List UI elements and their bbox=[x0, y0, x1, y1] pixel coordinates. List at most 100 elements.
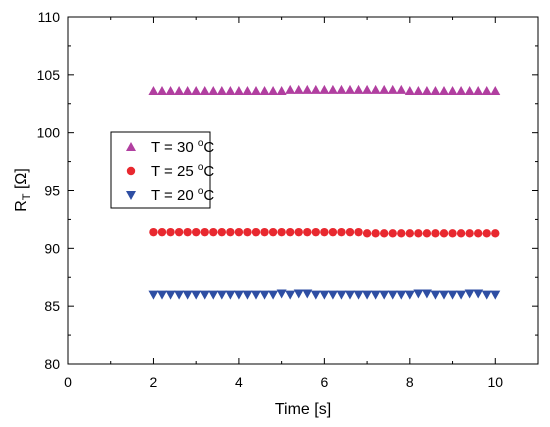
point-series-2 bbox=[285, 290, 296, 300]
point-series-0 bbox=[251, 86, 261, 96]
point-series-1 bbox=[354, 227, 363, 237]
point-series-2 bbox=[404, 290, 415, 300]
point-series-1 bbox=[320, 227, 329, 237]
point-series-2 bbox=[268, 290, 279, 300]
point-series-0 bbox=[345, 84, 355, 94]
x-tick-label: 4 bbox=[235, 374, 243, 390]
point-series-2 bbox=[345, 290, 355, 300]
point-series-2 bbox=[439, 290, 449, 300]
y-tick-label: 100 bbox=[37, 125, 61, 141]
point-series-0 bbox=[490, 86, 501, 96]
point-series-1 bbox=[157, 227, 167, 237]
point-series-2 bbox=[413, 289, 424, 299]
legend-marker-0 bbox=[126, 142, 136, 151]
point-series-1 bbox=[414, 229, 423, 238]
point-series-2 bbox=[336, 290, 347, 300]
point-series-2 bbox=[370, 290, 381, 300]
legend-label-30: T = 30 oC bbox=[151, 138, 214, 156]
point-series-1 bbox=[422, 229, 432, 238]
point-series-0 bbox=[293, 84, 304, 94]
point-series-0 bbox=[242, 86, 253, 96]
point-series-0 bbox=[336, 84, 347, 94]
point-series-2 bbox=[182, 290, 193, 300]
point-series-1 bbox=[303, 227, 312, 237]
point-series-0 bbox=[456, 86, 467, 96]
x-tick-label: 2 bbox=[150, 374, 158, 390]
point-series-1 bbox=[183, 227, 192, 237]
point-series-0 bbox=[182, 86, 193, 96]
point-series-1 bbox=[234, 227, 244, 237]
point-series-1 bbox=[328, 227, 338, 237]
point-series-1 bbox=[191, 227, 201, 237]
point-series-0 bbox=[233, 86, 244, 96]
point-series-0 bbox=[396, 84, 407, 94]
point-series-1 bbox=[431, 229, 440, 238]
point-series-0 bbox=[421, 86, 432, 96]
point-series-2 bbox=[293, 289, 304, 299]
point-series-2 bbox=[421, 289, 432, 299]
legend-label-20: T = 20 oC bbox=[151, 186, 214, 204]
point-series-1 bbox=[371, 229, 380, 238]
point-series-1 bbox=[149, 227, 158, 237]
point-series-0 bbox=[439, 86, 449, 96]
point-series-2 bbox=[310, 290, 321, 300]
point-series-2 bbox=[191, 290, 202, 300]
point-series-1 bbox=[209, 227, 218, 237]
point-series-0 bbox=[199, 86, 210, 96]
point-series-0 bbox=[216, 86, 227, 96]
point-series-1 bbox=[226, 227, 235, 237]
point-series-2 bbox=[456, 290, 467, 300]
x-tick-label: 8 bbox=[406, 374, 414, 390]
point-series-1 bbox=[362, 229, 372, 238]
point-series-0 bbox=[464, 86, 475, 96]
point-series-1 bbox=[268, 227, 278, 237]
point-series-1 bbox=[473, 229, 483, 238]
point-series-2 bbox=[430, 290, 441, 300]
y-tick-label: 105 bbox=[37, 67, 61, 83]
legend: T = 30 oC T = 25 oC T = 20 oC bbox=[110, 131, 214, 209]
point-series-0 bbox=[208, 86, 219, 96]
point-series-0 bbox=[413, 86, 424, 96]
point-series-1 bbox=[166, 227, 175, 237]
point-series-1 bbox=[294, 227, 303, 237]
point-series-1 bbox=[285, 227, 295, 237]
point-series-0 bbox=[481, 86, 492, 96]
point-series-1 bbox=[251, 227, 261, 237]
data-points bbox=[148, 84, 501, 300]
point-series-1 bbox=[337, 227, 346, 237]
point-series-2 bbox=[319, 290, 330, 300]
y-tick-label: 80 bbox=[44, 356, 60, 372]
point-series-1 bbox=[465, 229, 474, 238]
point-series-2 bbox=[387, 290, 398, 300]
point-series-0 bbox=[174, 86, 185, 96]
y-tick-label: 90 bbox=[44, 240, 60, 256]
point-series-1 bbox=[217, 227, 227, 237]
point-series-0 bbox=[379, 84, 390, 94]
point-series-1 bbox=[345, 227, 355, 237]
point-series-2 bbox=[259, 290, 270, 300]
point-series-2 bbox=[225, 290, 236, 300]
x-tick-label: 6 bbox=[320, 374, 328, 390]
point-series-2 bbox=[447, 290, 458, 300]
point-series-2 bbox=[276, 289, 287, 299]
point-series-0 bbox=[259, 86, 270, 96]
point-series-1 bbox=[311, 227, 321, 237]
x-tick-label: 10 bbox=[487, 374, 503, 390]
y-tick-label: 95 bbox=[44, 183, 60, 199]
point-series-1 bbox=[456, 229, 466, 238]
point-series-2 bbox=[490, 290, 501, 300]
legend-label-25: T = 25 oC bbox=[151, 162, 214, 180]
point-series-0 bbox=[285, 84, 296, 94]
point-series-0 bbox=[319, 84, 330, 94]
point-series-2 bbox=[242, 290, 253, 300]
point-series-0 bbox=[310, 84, 321, 94]
point-series-2 bbox=[251, 290, 261, 300]
point-series-0 bbox=[404, 86, 415, 96]
point-series-2 bbox=[379, 290, 390, 300]
point-series-2 bbox=[165, 290, 176, 300]
point-series-1 bbox=[448, 229, 457, 238]
point-series-2 bbox=[233, 290, 244, 300]
point-series-2 bbox=[481, 290, 492, 300]
point-series-0 bbox=[191, 86, 202, 96]
